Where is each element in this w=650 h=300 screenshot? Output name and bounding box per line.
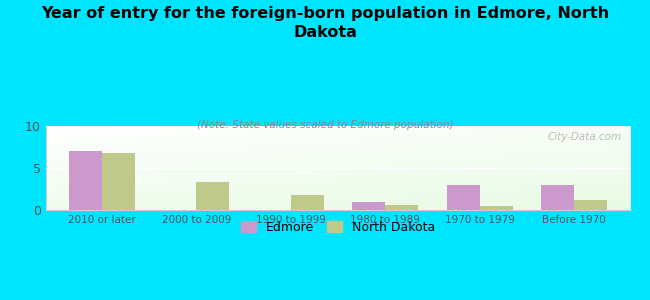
Bar: [541, 185, 574, 210]
Bar: [69, 151, 102, 210]
Bar: [352, 202, 385, 210]
Text: Year of entry for the foreign-born population in Edmore, North
Dakota: Year of entry for the foreign-born popul…: [41, 6, 609, 40]
Bar: [574, 200, 607, 210]
Bar: [291, 195, 324, 210]
Bar: [480, 206, 513, 210]
Text: City-Data.com: City-Data.com: [547, 132, 621, 142]
Legend: Edmore, North Dakota: Edmore, North Dakota: [236, 216, 440, 239]
Bar: [102, 153, 135, 210]
Text: (Note: State values scaled to Edmore population): (Note: State values scaled to Edmore pop…: [197, 120, 453, 130]
Bar: [447, 185, 480, 210]
Bar: [385, 205, 418, 210]
Bar: [196, 182, 229, 210]
